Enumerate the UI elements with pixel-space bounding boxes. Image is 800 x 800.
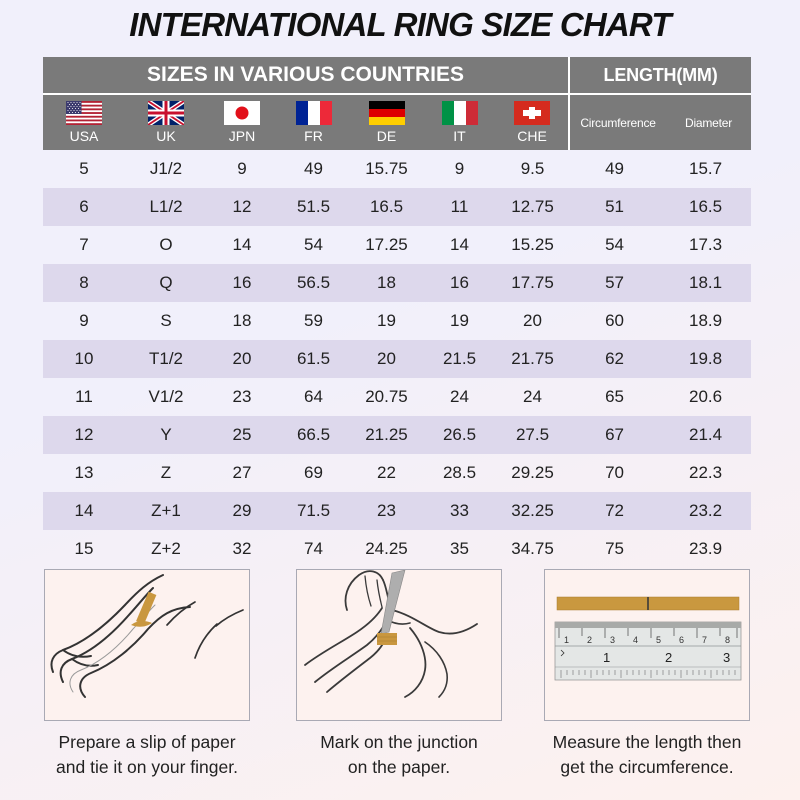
svg-text:5: 5 [656,635,661,645]
svg-text:2: 2 [587,635,592,645]
svg-text:1: 1 [603,650,610,665]
svg-text:2: 2 [665,650,672,665]
svg-text:3: 3 [723,650,730,665]
svg-text:8: 8 [725,635,730,645]
svg-text:6: 6 [679,635,684,645]
svg-text:3: 3 [610,635,615,645]
svg-text:1: 1 [564,635,569,645]
svg-text:4: 4 [633,635,638,645]
svg-text:7: 7 [702,635,707,645]
